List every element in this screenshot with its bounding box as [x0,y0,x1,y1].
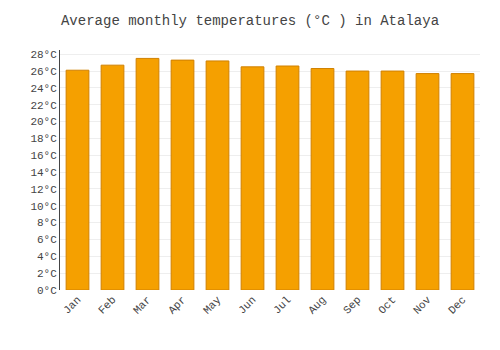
svg-text:6°C: 6°C [37,234,57,246]
svg-text:14°C: 14°C [30,167,57,179]
svg-text:Oct: Oct [376,294,398,316]
svg-text:Jan: Jan [61,294,83,316]
svg-text:Aug: Aug [306,294,328,316]
svg-text:28°C: 28°C [30,49,57,61]
svg-text:4°C: 4°C [37,251,57,263]
svg-text:24°C: 24°C [30,83,57,95]
svg-text:8°C: 8°C [37,217,57,229]
svg-text:Mar: Mar [131,294,153,316]
svg-text:Average monthly temperatures (: Average monthly temperatures (°C ) in At… [61,13,439,29]
svg-text:10°C: 10°C [30,201,57,213]
svg-text:12°C: 12°C [30,184,57,196]
svg-text:Jul: Jul [271,294,293,316]
svg-text:26°C: 26°C [30,66,57,78]
svg-text:Nov: Nov [411,294,434,317]
svg-text:Dec: Dec [446,294,468,316]
svg-text:16°C: 16°C [30,150,57,162]
svg-text:18°C: 18°C [30,133,57,145]
svg-text:Apr: Apr [166,294,188,316]
svg-text:Feb: Feb [96,294,118,316]
svg-text:20°C: 20°C [30,116,57,128]
svg-text:0°C: 0°C [37,285,57,297]
svg-text:May: May [201,294,224,317]
svg-text:Jun: Jun [236,294,258,316]
svg-text:22°C: 22°C [30,100,57,112]
svg-text:2°C: 2°C [37,268,57,280]
svg-text:Sep: Sep [341,294,363,316]
